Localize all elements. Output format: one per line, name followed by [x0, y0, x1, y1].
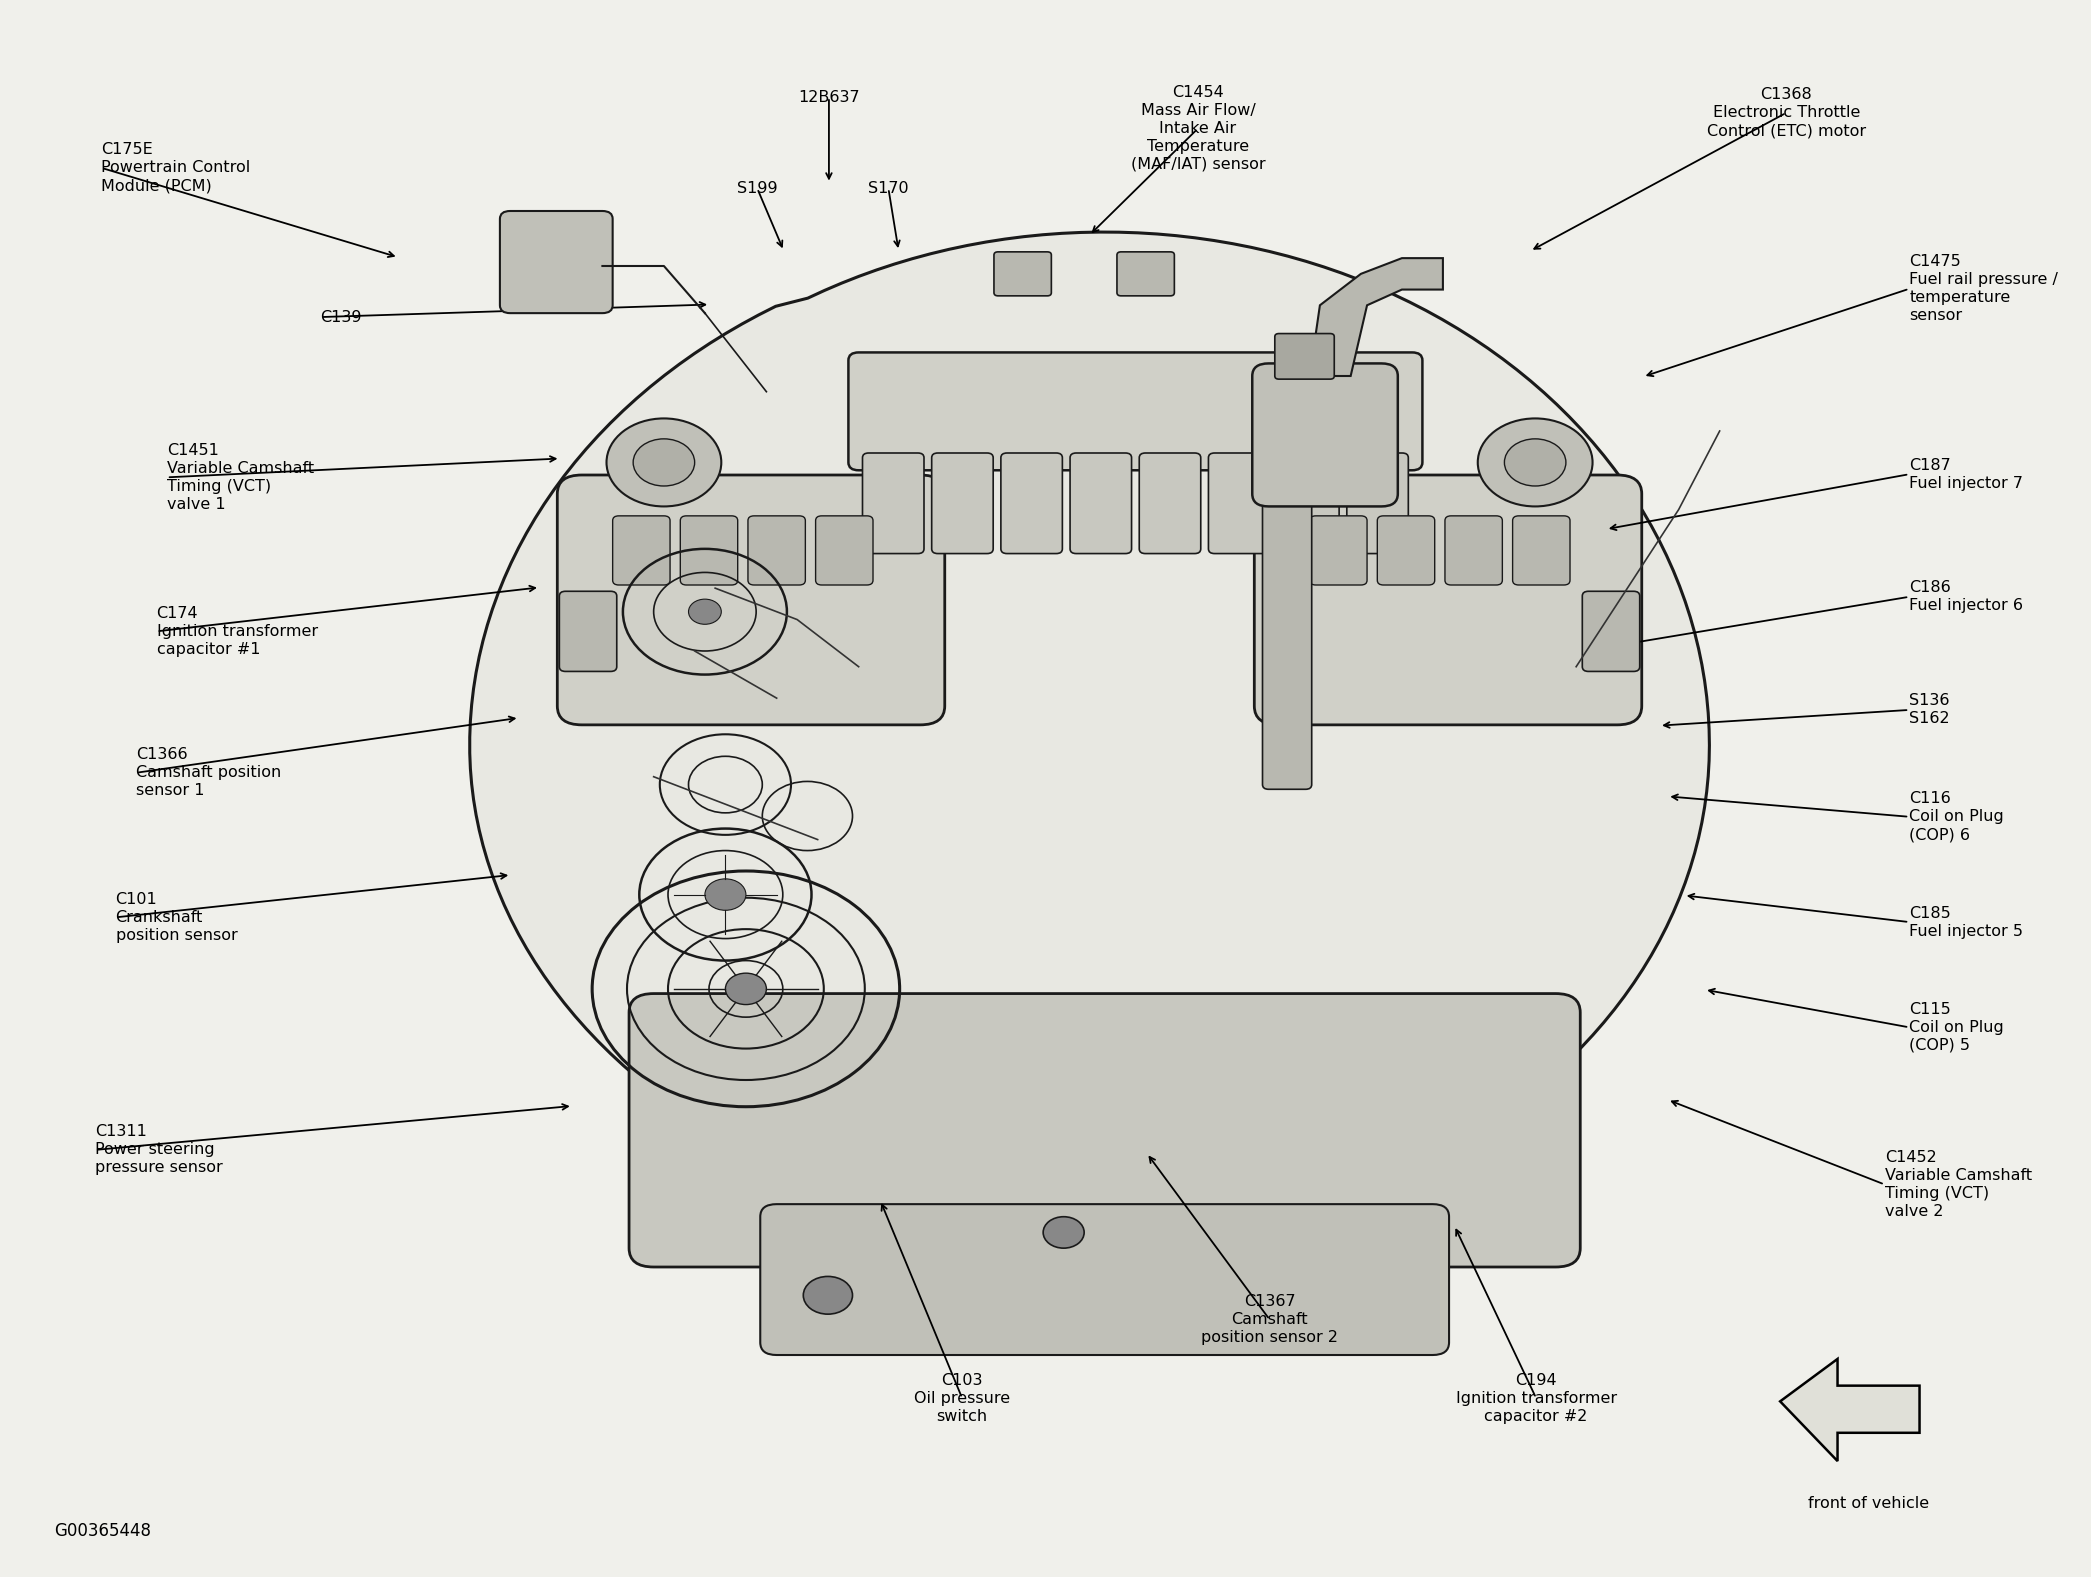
FancyBboxPatch shape [993, 252, 1052, 296]
FancyBboxPatch shape [1071, 453, 1131, 554]
Circle shape [1503, 438, 1566, 486]
Text: C101
Crankshaft
position sensor: C101 Crankshaft position sensor [115, 893, 236, 943]
Text: C103
Oil pressure
switch: C103 Oil pressure switch [914, 1372, 1010, 1424]
Text: C187
Fuel injector 7: C187 Fuel injector 7 [1909, 457, 2024, 490]
FancyBboxPatch shape [933, 453, 993, 554]
FancyBboxPatch shape [680, 516, 738, 585]
Text: C174
Ignition transformer
capacitor #1: C174 Ignition transformer capacitor #1 [157, 606, 318, 658]
Text: C1368
Electronic Throttle
Control (ETC) motor: C1368 Electronic Throttle Control (ETC) … [1706, 87, 1865, 139]
Text: C185
Fuel injector 5: C185 Fuel injector 5 [1909, 905, 2024, 938]
Text: C1311
Power steering
pressure sensor: C1311 Power steering pressure sensor [94, 1124, 224, 1175]
Text: C175E
Powertrain Control
Module (PCM): C175E Powertrain Control Module (PCM) [100, 142, 251, 194]
FancyBboxPatch shape [1263, 434, 1311, 788]
FancyBboxPatch shape [500, 211, 613, 314]
FancyBboxPatch shape [861, 453, 924, 554]
Text: C186
Fuel injector 6: C186 Fuel injector 6 [1909, 580, 2024, 613]
Circle shape [726, 973, 767, 1005]
FancyBboxPatch shape [1512, 516, 1570, 585]
Text: 12B637: 12B637 [799, 90, 859, 104]
Circle shape [688, 599, 721, 624]
FancyBboxPatch shape [1255, 475, 1641, 725]
Text: C1367
Camshaft
position sensor 2: C1367 Camshaft position sensor 2 [1200, 1295, 1338, 1345]
Text: C1454
Mass Air Flow/
Intake Air
Temperature
(MAF/IAT) sensor: C1454 Mass Air Flow/ Intake Air Temperat… [1131, 85, 1265, 172]
Text: G00365448: G00365448 [54, 1522, 151, 1539]
Text: S136
S162: S136 S162 [1909, 694, 1951, 727]
Text: C1475
Fuel rail pressure /
temperature
sensor: C1475 Fuel rail pressure / temperature s… [1909, 254, 2058, 323]
FancyBboxPatch shape [1278, 453, 1338, 554]
FancyBboxPatch shape [560, 591, 617, 672]
Circle shape [1043, 1217, 1083, 1247]
FancyBboxPatch shape [613, 516, 669, 585]
FancyBboxPatch shape [558, 475, 945, 725]
Circle shape [1478, 418, 1593, 506]
FancyBboxPatch shape [1378, 516, 1434, 585]
Text: C1452
Variable Camshaft
Timing (VCT)
valve 2: C1452 Variable Camshaft Timing (VCT) val… [1884, 1150, 2032, 1219]
Text: C194
Ignition transformer
capacitor #2: C194 Ignition transformer capacitor #2 [1455, 1372, 1616, 1424]
FancyBboxPatch shape [629, 994, 1581, 1266]
FancyBboxPatch shape [1583, 591, 1639, 672]
FancyBboxPatch shape [1253, 363, 1397, 506]
Text: C115
Coil on Plug
(COP) 5: C115 Coil on Plug (COP) 5 [1909, 1001, 2003, 1053]
Text: S170: S170 [868, 181, 910, 196]
Circle shape [803, 1276, 853, 1314]
FancyBboxPatch shape [1002, 453, 1062, 554]
FancyBboxPatch shape [1276, 334, 1334, 378]
Circle shape [634, 438, 694, 486]
Polygon shape [1309, 259, 1443, 375]
FancyBboxPatch shape [849, 352, 1422, 470]
Circle shape [705, 878, 746, 910]
Text: S199: S199 [736, 181, 778, 196]
FancyBboxPatch shape [1309, 516, 1368, 585]
FancyBboxPatch shape [1117, 252, 1175, 296]
FancyBboxPatch shape [749, 516, 805, 585]
Text: C139: C139 [320, 309, 362, 325]
Polygon shape [1779, 1359, 1920, 1460]
FancyBboxPatch shape [1209, 453, 1269, 554]
Polygon shape [470, 232, 1710, 1236]
FancyBboxPatch shape [1445, 516, 1501, 585]
FancyBboxPatch shape [1347, 453, 1409, 554]
Text: C1366
Camshaft position
sensor 1: C1366 Camshaft position sensor 1 [136, 747, 282, 798]
Text: C1451
Variable Camshaft
Timing (VCT)
valve 1: C1451 Variable Camshaft Timing (VCT) val… [167, 443, 314, 513]
FancyBboxPatch shape [761, 1205, 1449, 1355]
Text: front of vehicle: front of vehicle [1809, 1495, 1928, 1511]
Text: C116
Coil on Plug
(COP) 6: C116 Coil on Plug (COP) 6 [1909, 792, 2003, 842]
FancyBboxPatch shape [815, 516, 874, 585]
FancyBboxPatch shape [1140, 453, 1200, 554]
Circle shape [606, 418, 721, 506]
